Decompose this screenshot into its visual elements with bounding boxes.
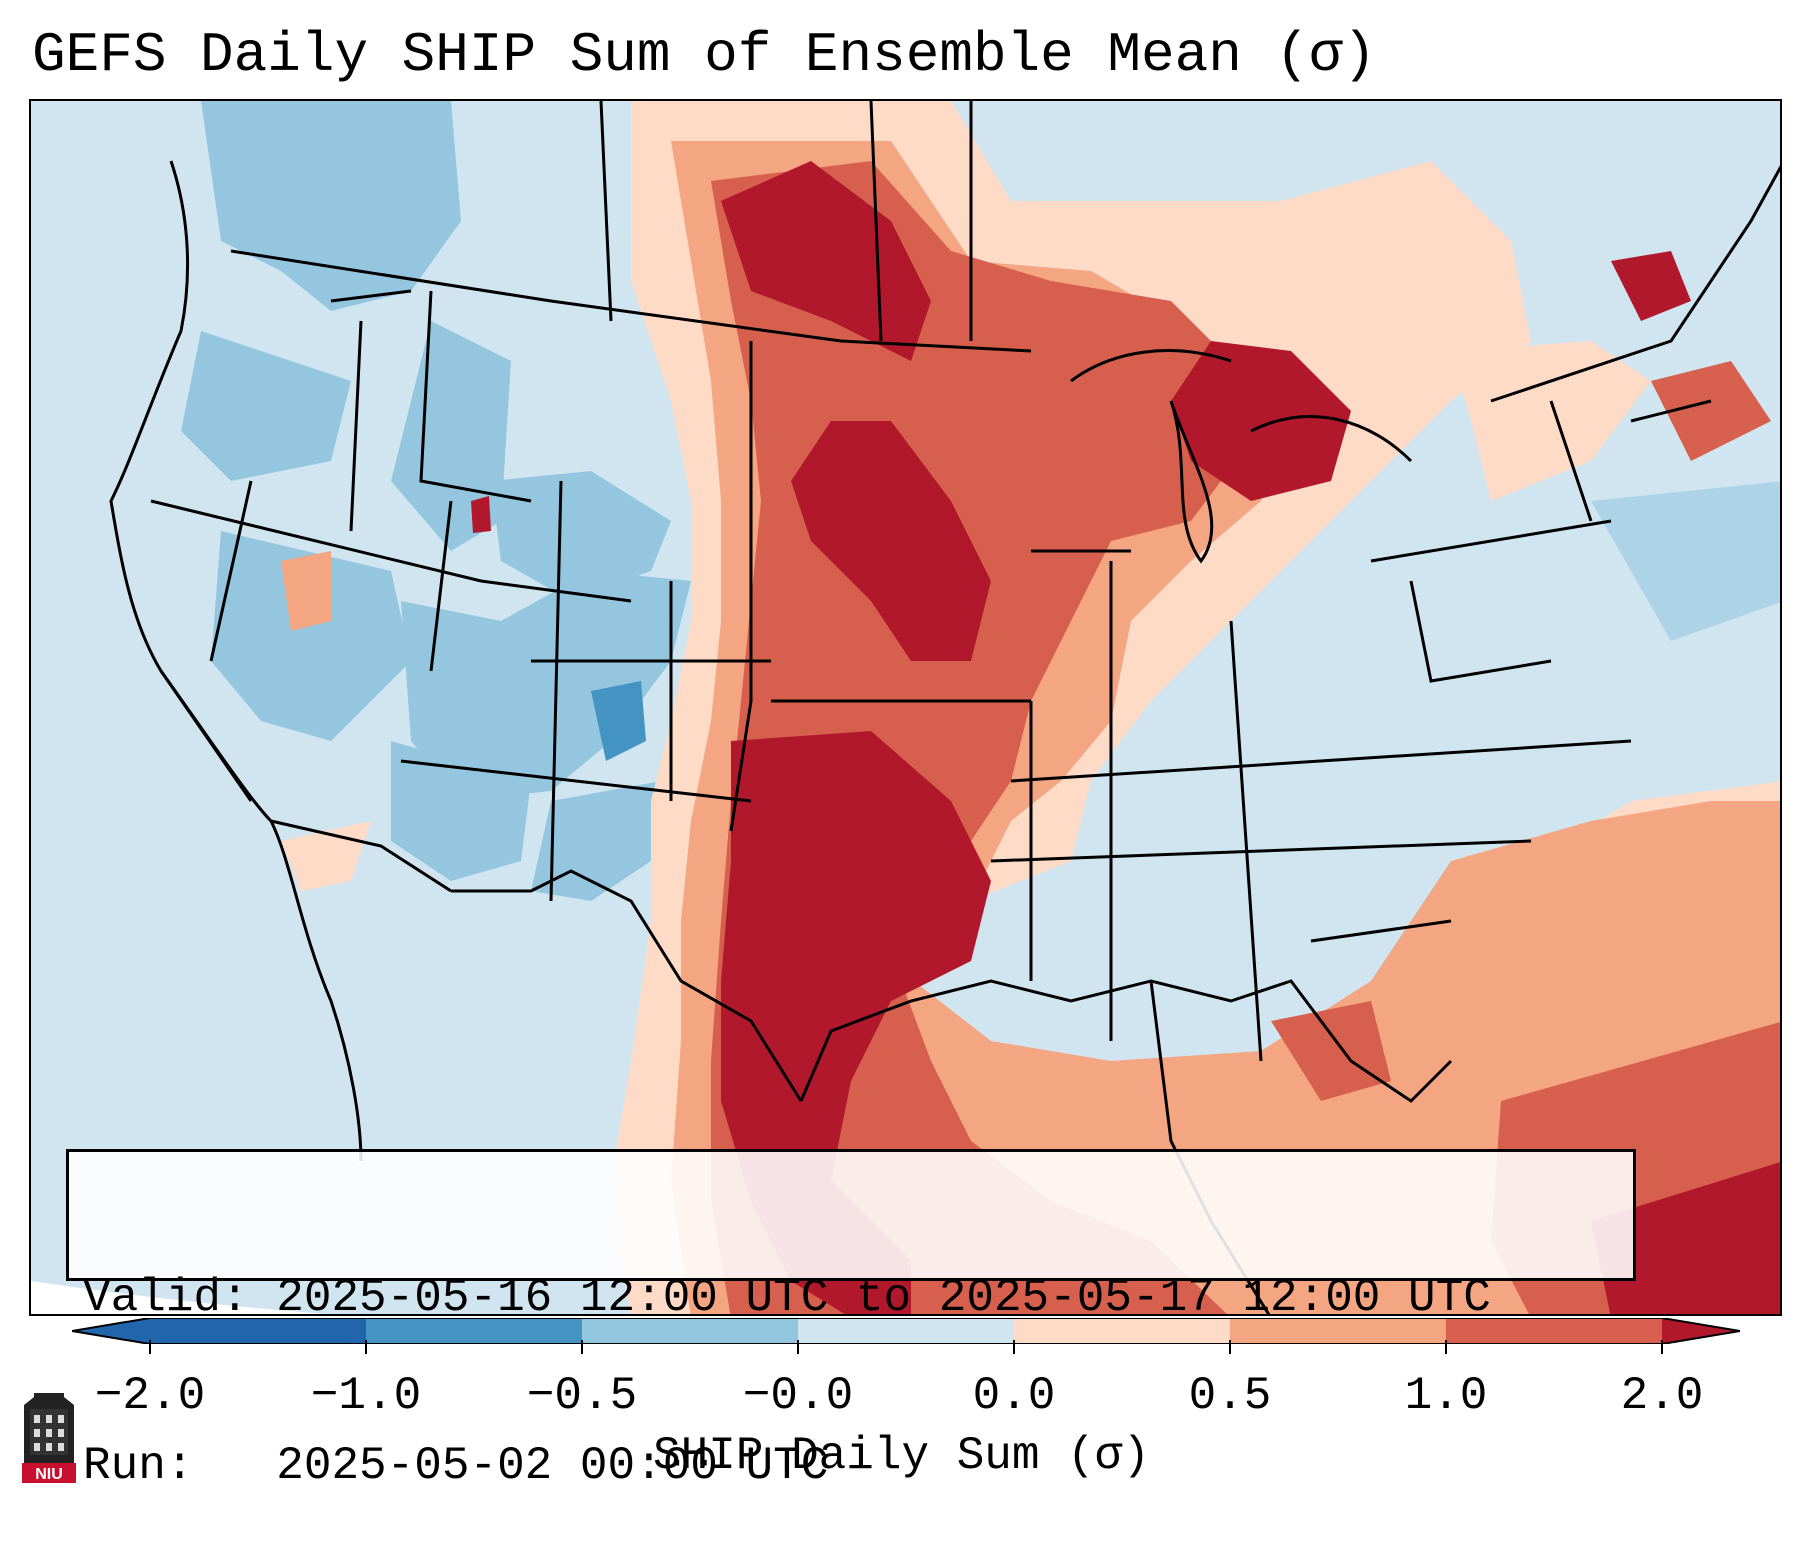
tick-mark — [1445, 1340, 1447, 1354]
negative-anomaly-areas — [181, 101, 1780, 901]
svg-text:NIU: NIU — [35, 1466, 63, 1483]
info-box: Valid: 2025-05-16 12:00 UTC to 2025-05-1… — [66, 1149, 1636, 1492]
tick-label: 1.0 — [1404, 1370, 1488, 1422]
run-time-text: Run: 2025-05-02 00:00 UTC — [83, 1440, 829, 1492]
colorbar-segment-4 — [798, 1318, 1014, 1344]
colorbar-segment-5 — [1014, 1318, 1230, 1344]
colorbar-extend-high — [1662, 1318, 1740, 1344]
tick-mark — [581, 1340, 583, 1354]
colorbar-label: SHIP Daily Sum (σ) — [653, 1430, 1150, 1482]
tick-mark — [1661, 1340, 1663, 1354]
colorbar-segment-3 — [582, 1318, 798, 1344]
valid-time-text: Valid: 2025-05-16 12:00 UTC to 2025-05-1… — [83, 1272, 1491, 1324]
tick-mark — [149, 1340, 151, 1354]
colorbar-segment-7 — [1446, 1318, 1662, 1344]
colorbar-ticks: −2.0 −1.0 −0.5 −0.0 0.0 0.5 1.0 2.0 — [0, 1340, 1803, 1430]
colorbar — [72, 1318, 1740, 1344]
tick-label: 2.0 — [1620, 1370, 1704, 1422]
tick-label: 0.5 — [1188, 1370, 1272, 1422]
tick-label: −1.0 — [310, 1370, 422, 1422]
map-title: GEFS Daily SHIP Sum of Ensemble Mean (σ) — [32, 23, 1377, 87]
tick-mark — [797, 1340, 799, 1354]
political-boundaries — [109, 101, 1780, 1314]
tick-label: 0.0 — [972, 1370, 1056, 1422]
strong-negative-anomaly — [591, 681, 646, 761]
map-canvas — [31, 101, 1780, 1314]
map-panel — [29, 99, 1782, 1316]
tick-label: −2.0 — [94, 1370, 206, 1422]
tick-mark — [1229, 1340, 1231, 1354]
colorbar-segment-2 — [366, 1318, 582, 1344]
colorbar-segment-1 — [150, 1318, 366, 1344]
tick-label: −0.5 — [526, 1370, 638, 1422]
tick-mark — [365, 1340, 367, 1354]
niu-logo-icon: NIU — [22, 1393, 76, 1483]
colorbar-extend-low — [72, 1318, 150, 1344]
colorbar-segment-6 — [1230, 1318, 1446, 1344]
tick-label: −0.0 — [742, 1370, 854, 1422]
tick-mark — [1013, 1340, 1015, 1354]
